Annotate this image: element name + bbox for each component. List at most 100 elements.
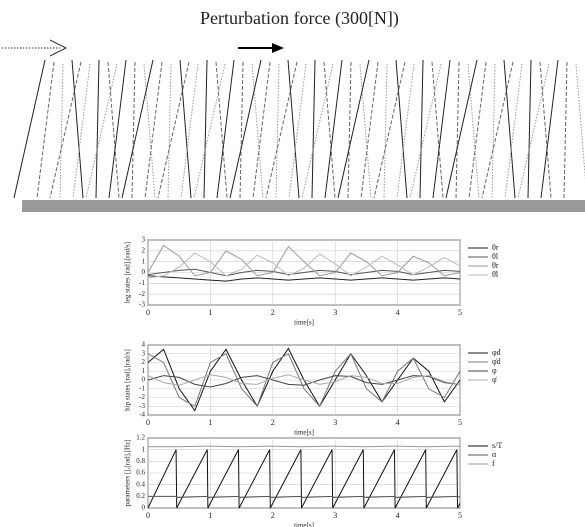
x-tick-label: 0: [146, 418, 150, 427]
leg-line: [491, 63, 496, 199]
x-tick-label: 0: [146, 308, 150, 317]
y-tick-label: -3: [139, 301, 145, 309]
x-tick-label: 5: [458, 308, 462, 317]
leg-line: [13, 59, 46, 199]
legend-label: φ̇: [492, 375, 498, 384]
y-tick-label: 1: [142, 367, 146, 375]
leg-line: [215, 61, 228, 199]
leg-line: [481, 61, 514, 199]
legend-label: θl: [492, 252, 499, 261]
leg-line: [563, 61, 568, 199]
ground: [22, 200, 585, 212]
y-tick-label: 0.2: [136, 492, 145, 500]
leg-line: [539, 61, 552, 199]
series-line: [148, 495, 461, 499]
leg-line: [193, 63, 226, 199]
legend-label: φd: [492, 348, 501, 357]
y-tick-label: 3: [142, 349, 146, 357]
x-tick-label: 3: [333, 511, 337, 520]
leg-line: [383, 63, 388, 199]
x-tick-label: 5: [458, 511, 462, 520]
y-tick-label: -1: [139, 384, 145, 392]
leg-line: [275, 63, 280, 199]
y-tick-label: -3: [139, 402, 145, 410]
leg-line: [287, 59, 300, 199]
leg-line: [157, 61, 190, 199]
y-tick-label: 1: [142, 257, 146, 265]
legend-label: θ̇l: [492, 270, 499, 279]
leg-line: [575, 63, 585, 180]
leg-line: [431, 61, 444, 199]
leg-line: [85, 63, 118, 199]
legend-label: α: [492, 450, 497, 459]
legend-label: θ̇r: [492, 261, 499, 270]
leg-line: [49, 61, 82, 199]
x-tick-label: 5: [458, 418, 462, 427]
leg-line: [131, 61, 136, 199]
arrow-head: [272, 43, 284, 53]
y-tick-label: 0.6: [136, 469, 145, 477]
x-axis-label: time[s]: [294, 522, 314, 527]
series-line: [147, 252, 461, 279]
leg-line: [143, 63, 156, 199]
x-tick-label: 2: [271, 308, 275, 317]
y-tick-label: 1.2: [136, 434, 145, 442]
x-tick-label: 4: [396, 418, 400, 427]
legend-label: f: [492, 459, 495, 468]
leg-line: [373, 61, 406, 199]
y-tick-label: 0.8: [136, 457, 145, 465]
leg-line: [337, 59, 370, 199]
leg-line: [95, 59, 100, 199]
leg-line: [229, 59, 262, 199]
x-tick-label: 1: [208, 418, 212, 427]
leg-line: [107, 61, 120, 199]
x-tick-label: 3: [333, 418, 337, 427]
leg-line: [324, 59, 343, 199]
series-line: [148, 445, 461, 448]
y-tick-label: 0.4: [136, 480, 145, 488]
series-line: [147, 375, 461, 388]
leg-line: [265, 61, 298, 199]
series-line: [147, 352, 461, 408]
leg-line: [540, 59, 559, 199]
y-tick-label: -1: [139, 279, 145, 287]
leg-line: [71, 59, 84, 199]
leg-line: [216, 59, 235, 199]
legend-label: φ̇d: [492, 357, 501, 366]
y-axis-label: hip states [rad],[rad/s]: [124, 349, 132, 411]
y-tick-label: 2: [142, 358, 146, 366]
stick-diagram: [13, 59, 585, 199]
leg-line: [432, 59, 451, 199]
leg-line: [347, 61, 352, 199]
leg-line: [503, 59, 516, 199]
leg-line: [251, 63, 264, 199]
x-tick-label: 0: [146, 511, 150, 520]
leg-line: [527, 59, 532, 199]
leg-line: [311, 59, 316, 199]
series-line: [147, 244, 461, 277]
leg-line: [517, 63, 550, 199]
x-axis-label: time[s]: [294, 319, 314, 327]
legend-label: θr: [492, 243, 499, 252]
leg-line: [144, 61, 163, 199]
leg-line: [252, 61, 271, 199]
y-tick-label: -4: [139, 411, 145, 419]
leg-line: [167, 63, 172, 199]
leg-line: [468, 61, 487, 199]
y-tick-label: 0: [142, 504, 146, 512]
x-tick-label: 3: [333, 308, 337, 317]
y-tick-label: 0: [142, 376, 146, 384]
y-axis-label: leg states [rad],[rad/s]: [124, 242, 132, 303]
leg-line: [323, 61, 336, 199]
annotation: Perturbation force (300[N]): [200, 8, 399, 29]
leg-line: [36, 61, 55, 199]
leg-line: [467, 63, 480, 199]
leg-line: [301, 63, 334, 199]
leg-line: [395, 59, 408, 199]
leg-line: [359, 63, 372, 199]
y-tick-label: -2: [139, 290, 145, 298]
y-tick-label: 3: [142, 236, 146, 244]
y-tick-label: 0: [142, 268, 146, 276]
series-line: [147, 275, 461, 282]
